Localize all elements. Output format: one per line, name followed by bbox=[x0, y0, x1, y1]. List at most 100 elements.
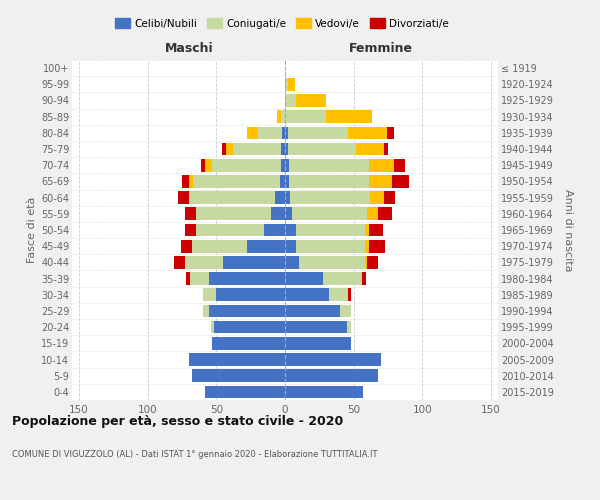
Bar bbox=[282, 126, 285, 139]
Text: Femmine: Femmine bbox=[349, 42, 413, 55]
Bar bbox=[189, 175, 193, 188]
Bar bbox=[365, 256, 367, 268]
Bar bbox=[323, 272, 362, 285]
Text: Popolazione per età, sesso e stato civile - 2020: Popolazione per età, sesso e stato civil… bbox=[12, 415, 343, 428]
Bar bbox=[285, 337, 351, 349]
Bar bbox=[247, 126, 257, 139]
Bar bbox=[285, 110, 326, 123]
Bar bbox=[285, 192, 290, 204]
Bar bbox=[205, 386, 285, 398]
Bar bbox=[285, 175, 289, 188]
Bar bbox=[379, 208, 392, 220]
Bar bbox=[186, 272, 190, 285]
Bar bbox=[386, 126, 394, 139]
Bar bbox=[285, 142, 288, 156]
Bar bbox=[285, 78, 288, 90]
Bar bbox=[201, 159, 205, 172]
Bar bbox=[191, 240, 247, 252]
Bar bbox=[189, 353, 285, 366]
Bar bbox=[369, 175, 392, 188]
Bar bbox=[185, 224, 196, 236]
Bar bbox=[369, 159, 394, 172]
Bar bbox=[280, 175, 285, 188]
Bar bbox=[289, 159, 369, 172]
Bar bbox=[191, 370, 285, 382]
Bar bbox=[178, 192, 189, 204]
Bar bbox=[181, 240, 191, 252]
Bar bbox=[189, 192, 275, 204]
Bar bbox=[288, 142, 356, 156]
Bar bbox=[257, 126, 282, 139]
Text: COMUNE DI VIGUZZOLO (AL) - Dati ISTAT 1° gennaio 2020 - Elaborazione TUTTITALIA.: COMUNE DI VIGUZZOLO (AL) - Dati ISTAT 1°… bbox=[12, 450, 377, 459]
Bar bbox=[369, 240, 385, 252]
Bar bbox=[222, 142, 226, 156]
Bar bbox=[367, 256, 379, 268]
Bar bbox=[216, 288, 285, 301]
Bar bbox=[299, 256, 365, 268]
Bar bbox=[212, 337, 285, 349]
Bar bbox=[285, 288, 329, 301]
Bar bbox=[365, 240, 369, 252]
Bar bbox=[340, 304, 351, 318]
Bar bbox=[296, 240, 365, 252]
Bar bbox=[285, 370, 379, 382]
Bar bbox=[209, 272, 285, 285]
Bar bbox=[348, 288, 351, 301]
Y-axis label: Anni di nascita: Anni di nascita bbox=[563, 188, 573, 271]
Bar bbox=[288, 78, 295, 90]
Bar bbox=[203, 288, 216, 301]
Bar bbox=[288, 126, 348, 139]
Bar bbox=[285, 272, 323, 285]
Bar bbox=[209, 304, 285, 318]
Bar bbox=[196, 224, 265, 236]
Bar bbox=[285, 126, 288, 139]
Bar bbox=[247, 240, 285, 252]
Bar bbox=[285, 159, 289, 172]
Bar bbox=[265, 224, 285, 236]
Bar bbox=[329, 288, 348, 301]
Bar bbox=[285, 208, 292, 220]
Bar bbox=[281, 159, 285, 172]
Bar bbox=[285, 256, 299, 268]
Bar bbox=[212, 159, 281, 172]
Bar bbox=[367, 208, 379, 220]
Bar bbox=[285, 240, 296, 252]
Bar bbox=[281, 142, 285, 156]
Bar bbox=[285, 321, 347, 334]
Bar bbox=[347, 321, 351, 334]
Bar bbox=[296, 94, 326, 107]
Bar bbox=[289, 175, 369, 188]
Bar bbox=[326, 110, 371, 123]
Bar bbox=[384, 142, 388, 156]
Legend: Celibi/Nubili, Coniugati/e, Vedovi/e, Divorziati/e: Celibi/Nubili, Coniugati/e, Vedovi/e, Di… bbox=[112, 15, 452, 32]
Bar bbox=[182, 175, 189, 188]
Bar bbox=[203, 304, 209, 318]
Bar bbox=[296, 224, 365, 236]
Bar bbox=[214, 321, 285, 334]
Bar bbox=[226, 142, 233, 156]
Bar bbox=[285, 386, 364, 398]
Bar bbox=[285, 304, 340, 318]
Bar bbox=[356, 142, 384, 156]
Bar bbox=[196, 208, 271, 220]
Bar bbox=[190, 272, 209, 285]
Bar bbox=[285, 94, 296, 107]
Bar bbox=[369, 224, 383, 236]
Bar bbox=[285, 353, 381, 366]
Bar bbox=[370, 192, 384, 204]
Bar bbox=[173, 256, 185, 268]
Bar bbox=[281, 110, 285, 123]
Bar bbox=[277, 110, 281, 123]
Bar bbox=[211, 321, 214, 334]
Bar bbox=[271, 208, 285, 220]
Text: Maschi: Maschi bbox=[165, 42, 214, 55]
Bar bbox=[290, 192, 370, 204]
Bar bbox=[348, 126, 386, 139]
Bar bbox=[362, 272, 366, 285]
Bar bbox=[384, 192, 395, 204]
Bar bbox=[205, 159, 212, 172]
Bar bbox=[394, 159, 404, 172]
Bar bbox=[223, 256, 285, 268]
Bar bbox=[233, 142, 281, 156]
Y-axis label: Fasce di età: Fasce di età bbox=[26, 197, 37, 263]
